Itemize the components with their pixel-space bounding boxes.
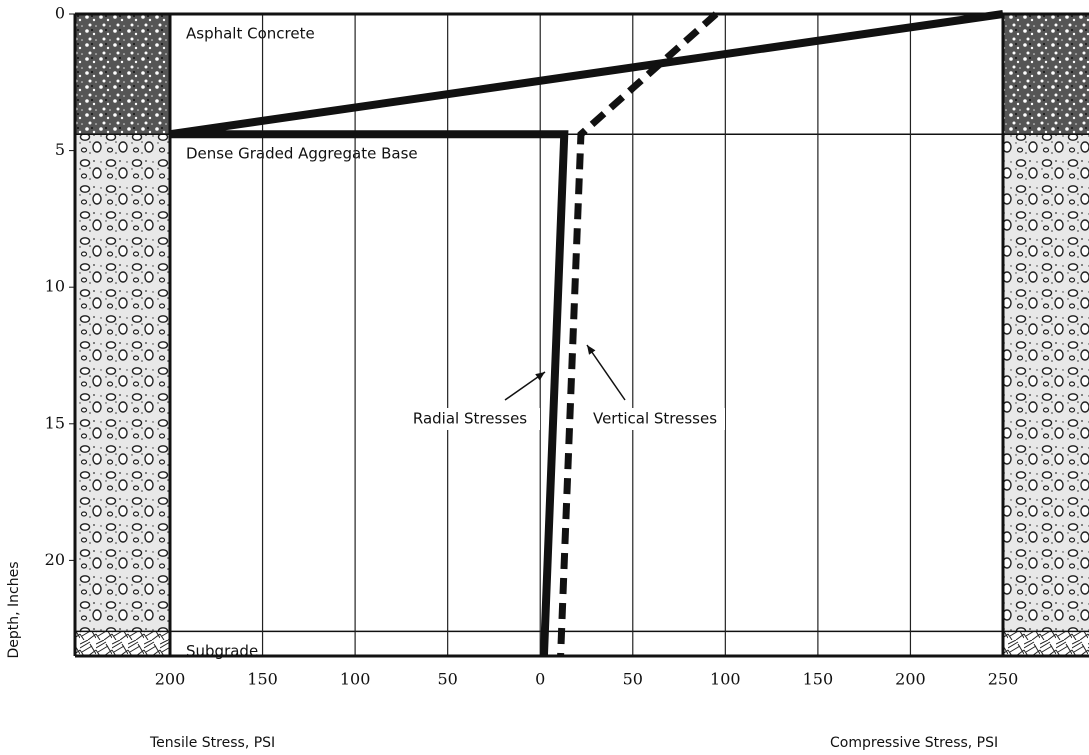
layer-texture [1003, 14, 1089, 134]
layer-texture [75, 631, 170, 656]
label-arrow [587, 345, 625, 400]
layer-name: Asphalt Concrete [186, 25, 315, 43]
arrow-head [587, 345, 595, 355]
y-tick-label: 10 [45, 277, 65, 296]
series-line [170, 14, 1003, 656]
layer-texture [75, 134, 170, 631]
series-label: Radial Stresses [413, 410, 527, 428]
series-label: Vertical Stresses [593, 410, 717, 428]
x-tick-label: 100 [340, 670, 371, 689]
arrow-head [535, 372, 545, 380]
x-tick-label: 200 [895, 670, 926, 689]
x-axis-title-right: Compressive Stress, PSI [830, 735, 998, 751]
x-tick-label: 150 [247, 670, 278, 689]
layer-texture [1003, 631, 1089, 656]
x-tick-label: 50 [623, 670, 643, 689]
layer-name: Dense Graded Aggregate Base [186, 145, 418, 163]
x-tick-label: 150 [803, 670, 834, 689]
chart: Depth, Inches Tensile Stress, PSI Compre… [0, 0, 1089, 755]
layer-texture [1003, 134, 1089, 631]
y-tick-label: 5 [55, 140, 65, 159]
y-tick-label: 0 [55, 4, 65, 23]
x-tick-label: 0 [535, 670, 545, 689]
x-tick-label: 50 [437, 670, 457, 689]
x-tick-label: 250 [988, 670, 1019, 689]
y-axis-title: Depth, Inches [6, 561, 22, 658]
y-tick-label: 15 [45, 413, 65, 432]
x-tick-label: 100 [710, 670, 741, 689]
x-axis-title-left: Tensile Stress, PSI [149, 735, 275, 751]
layer-texture [75, 14, 170, 134]
series-line [561, 14, 716, 656]
x-tick-label: 200 [155, 670, 186, 689]
y-tick-label: 20 [45, 550, 65, 569]
